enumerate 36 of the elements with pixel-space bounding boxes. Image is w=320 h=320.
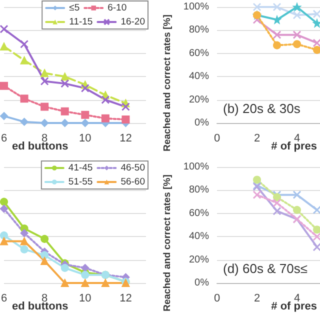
y-tick-label: 0% xyxy=(194,278,210,288)
legend-label: ≤5 xyxy=(69,2,80,14)
x-tick-label: 2 xyxy=(254,132,260,144)
x-tick-label: 6 xyxy=(0,132,8,144)
legend-label: 16-20 xyxy=(120,16,146,28)
y-tick-label: 60% xyxy=(188,208,210,219)
legend-label: 56-60 xyxy=(120,176,146,188)
annotation: (d) 60s & 70s≤ xyxy=(223,261,308,276)
x-tick-label: 12 xyxy=(120,292,132,304)
x-tick-label: 12 xyxy=(120,132,132,144)
y-axis-title: Reached and correct rates [%] xyxy=(162,174,174,312)
legend-label: 46-50 xyxy=(120,162,146,174)
x-tick-label: 0 xyxy=(214,292,220,304)
x-tick-label: 0 xyxy=(214,132,220,144)
y-tick-label: 100% xyxy=(183,162,210,172)
y-tick-label: 0% xyxy=(194,118,210,128)
legend-label: 41-45 xyxy=(68,162,93,174)
x-tick-label: 6 xyxy=(0,292,8,304)
legend-label: 6-10 xyxy=(108,2,127,14)
y-axis-title: Reached and correct rates [%] xyxy=(162,14,174,152)
legend-label: 51-55 xyxy=(68,176,93,188)
x-axis-title: ed buttons xyxy=(12,300,68,312)
x-tick-label: 10 xyxy=(79,132,92,144)
annotation: (b) 20s & 30s xyxy=(223,101,301,116)
y-tick-label: 40% xyxy=(188,71,210,82)
y-tick-label: 60% xyxy=(188,48,210,59)
y-tick-label: 40% xyxy=(188,231,210,242)
y-tick-label: 80% xyxy=(188,184,210,196)
y-tick-label: 20% xyxy=(188,254,210,266)
y-tick-label: 80% xyxy=(188,24,210,36)
y-tick-label: 20% xyxy=(188,94,210,106)
legend-label: 11-15 xyxy=(69,16,93,28)
y-tick-label: 100% xyxy=(183,2,210,12)
x-axis-title: ed buttons xyxy=(12,140,68,152)
x-tick-label: 2 xyxy=(254,292,260,304)
x-tick-label: 10 xyxy=(79,292,92,304)
